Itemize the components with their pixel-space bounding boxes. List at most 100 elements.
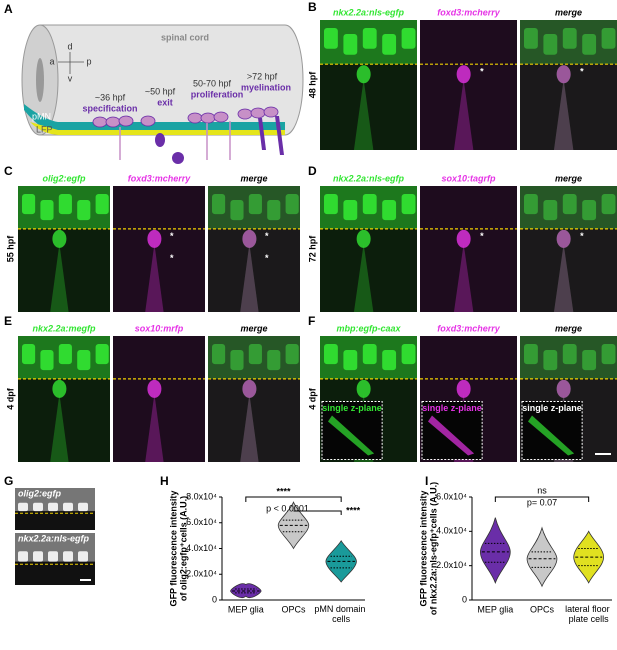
asterisk: *: [265, 253, 269, 263]
asterisk: *: [580, 67, 584, 77]
cell: [324, 344, 338, 365]
p-value: p= 0.07: [527, 497, 557, 507]
stage-time: >72 hpf: [247, 71, 278, 81]
cell: [356, 65, 371, 84]
image-content: [208, 336, 300, 462]
cell: [78, 502, 88, 512]
micro-image: [420, 186, 517, 312]
channel-header: olig2:egfp: [18, 488, 61, 498]
y-tick-label: 6.0x10⁴: [186, 517, 217, 527]
tissue: [520, 20, 617, 150]
x-tick-label: MEP glia: [477, 604, 513, 614]
tissue: [208, 186, 300, 312]
inset: [521, 401, 583, 460]
process: [453, 243, 474, 312]
cell: [456, 229, 471, 248]
bracket: [245, 496, 342, 502]
panel-label: H: [160, 474, 169, 488]
cell: [556, 379, 571, 398]
cell: [543, 34, 558, 55]
time-label: 55 hpf: [5, 235, 15, 263]
y-tick-label: 0: [462, 594, 467, 604]
cell: [582, 34, 597, 55]
violin: [479, 517, 511, 585]
bracket: [293, 510, 342, 515]
cell: [562, 28, 577, 49]
cell: [382, 34, 397, 55]
p-value: p < 0.0001: [266, 503, 309, 513]
process: [240, 243, 259, 312]
panel-label: G: [4, 474, 13, 488]
schematic: [21, 24, 304, 164]
schematic-title: spinal cord: [161, 32, 209, 42]
x-tick-label: OPCs: [530, 604, 555, 614]
asterisk: *: [170, 231, 174, 241]
cell: [382, 350, 397, 371]
channel-header: merge: [555, 173, 582, 183]
process: [453, 79, 474, 150]
y-axis-label: of olig2:egfp⁺cells (A.U.): [178, 496, 188, 601]
cell: [230, 200, 244, 221]
image-content: [520, 20, 617, 150]
panel-label: B: [308, 0, 317, 14]
cell: [562, 194, 577, 215]
process: [553, 243, 574, 312]
cell: [356, 379, 371, 398]
channel-header: sox10:mrfp: [135, 323, 184, 333]
cell: [356, 229, 371, 248]
inset: [421, 401, 483, 460]
process: [145, 393, 164, 462]
cell: [242, 379, 257, 398]
cell: [401, 194, 416, 215]
cell: [248, 194, 262, 215]
significance: ****: [346, 505, 361, 515]
micro-image: [113, 336, 205, 462]
micro-image: [420, 20, 517, 150]
inset-label: single z-plane: [322, 403, 382, 413]
asterisk: *: [580, 231, 584, 241]
cell: [401, 28, 416, 49]
panel-label: I: [425, 474, 428, 488]
cell: [242, 229, 257, 248]
cell: [78, 551, 88, 562]
image-content: [520, 186, 617, 312]
tissue: [208, 336, 300, 462]
image-content: [320, 20, 417, 150]
cell: [556, 65, 571, 84]
asterisk: *: [480, 231, 484, 241]
panel-label: C: [4, 164, 13, 178]
process: [240, 393, 259, 462]
significance: ****: [276, 486, 291, 496]
cell: [601, 344, 616, 365]
process: [145, 243, 164, 312]
cell: [267, 200, 281, 221]
image-content: [420, 186, 517, 312]
region-label: pMN: [32, 111, 51, 121]
cell: [562, 344, 577, 365]
cell: [343, 200, 358, 221]
cell: [230, 350, 244, 371]
micro-image: [113, 186, 205, 312]
cell: [63, 551, 73, 562]
x-tick-label: MEP glia: [228, 604, 264, 614]
cell: [48, 502, 58, 512]
y-tick-label: 2.0x10⁴: [436, 560, 467, 570]
cell: [543, 350, 558, 371]
y-axis-label: GFP fluorescence intensity: [418, 491, 428, 607]
cell: [343, 34, 358, 55]
cell: [582, 350, 597, 371]
channel-header: merge: [240, 173, 267, 183]
image-content: [113, 336, 205, 462]
cell: [18, 551, 28, 562]
significance: ns: [537, 485, 547, 495]
image-content: [520, 20, 617, 150]
cell: [267, 350, 281, 371]
inset-content: [528, 415, 575, 456]
cell: [40, 350, 54, 371]
cell: [601, 28, 616, 49]
y-tick-label: 8.0x10⁴: [186, 491, 217, 501]
cell: [95, 344, 109, 365]
tissue: [420, 186, 517, 312]
process: [553, 243, 574, 312]
cell: [524, 194, 538, 215]
